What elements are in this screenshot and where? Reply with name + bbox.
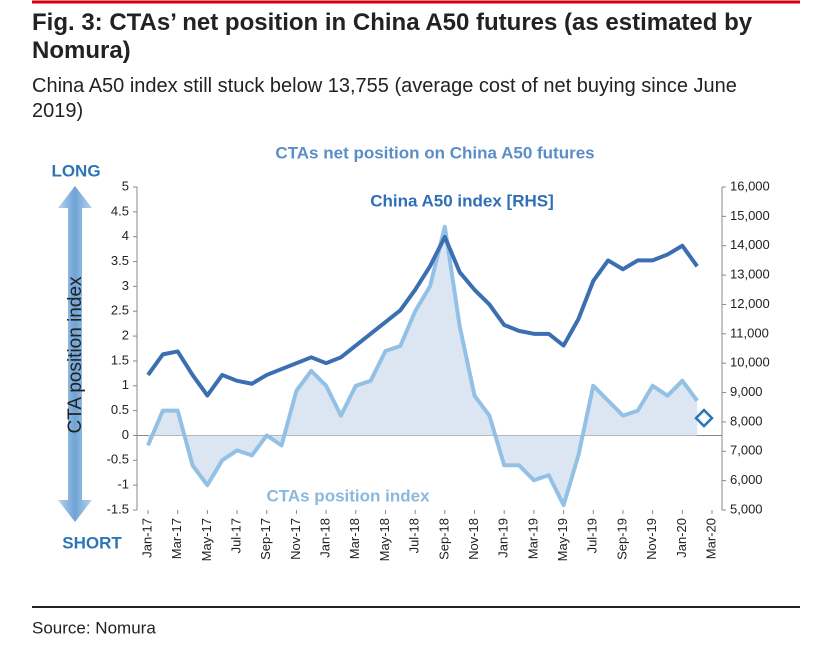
latest-marker (694, 408, 714, 428)
y-tick-label: -1.5 (107, 501, 129, 516)
subtitle: China A50 index still stuck below 13,755… (32, 75, 737, 97)
x-tick-label: Jan-19 (496, 518, 511, 558)
text-line: Fig. 3: CTAs’ net position in China A50 … (32, 9, 753, 36)
y-tick-label: 0 (122, 427, 129, 442)
text-line: 2019) (32, 100, 83, 122)
x-tick-label: Mar-20 (703, 518, 718, 559)
x-tick-label: Sep-18 (436, 518, 451, 560)
x-tick-label: Jan-17 (139, 518, 154, 558)
y-tick-label: 1.5 (111, 352, 129, 367)
chart-title: CTAs net position on China A50 futures (275, 143, 594, 162)
y-tick-label: 1 (122, 377, 129, 392)
y2-tick-label: 9,000 (730, 384, 763, 399)
x-tick-label: Sep-19 (614, 518, 629, 560)
series-label: China A50 index [RHS] (370, 191, 554, 210)
x-tick-label: May-18 (377, 518, 392, 561)
x-tick-label: Mar-19 (525, 518, 540, 559)
x-tick-label: Jul-17 (228, 518, 243, 553)
x-tick-label: Mar-17 (169, 518, 184, 559)
y-tick-label: 2.5 (111, 303, 129, 318)
x-tick-label: Jan-20 (674, 518, 689, 558)
long-short-arrow (58, 186, 92, 522)
y2-tick-label: 16,000 (730, 178, 770, 193)
title: Nomura) (32, 37, 131, 64)
y2-tick-label: 10,000 (730, 355, 770, 370)
series-line (146, 234, 699, 398)
y2-tick-label: 7,000 (730, 443, 763, 458)
y-tick-label: 0.5 (111, 402, 129, 417)
y2-tick-label: 14,000 (730, 237, 770, 252)
x-tick-label: Jul-19 (585, 518, 600, 553)
y2-tick-label: 5,000 (730, 501, 763, 516)
short-label: SHORT (62, 533, 122, 552)
x-tick-label: May-17 (199, 518, 214, 561)
x-tick-label: Nov-19 (644, 518, 659, 560)
y2-tick-label: 12,000 (730, 296, 770, 311)
subtitle: 2019) (32, 100, 83, 122)
series-line (146, 224, 699, 508)
y2-tick-label: 11,000 (730, 325, 769, 340)
y2-tick-label: 8,000 (730, 413, 763, 428)
area (148, 226, 698, 506)
y-tick-label: 3 (122, 278, 129, 293)
y2-tick-label: 15,000 (730, 208, 770, 223)
y-tick-label: 2 (122, 328, 129, 343)
title: Fig. 3: CTAs’ net position in China A50 … (32, 9, 753, 36)
x-tick-label: May-19 (555, 518, 570, 561)
text-line: China A50 index still stuck below 13,755… (32, 75, 737, 97)
x-tick-label: Jul-18 (407, 518, 422, 553)
y2-tick-label: 13,000 (730, 267, 770, 282)
y2-tick-label: 6,000 (730, 472, 763, 487)
x-tick-label: Nov-17 (288, 518, 303, 560)
y-tick-label: 4 (122, 228, 129, 243)
long-label: LONG (51, 161, 100, 180)
y-axis-label: CTA position index (65, 276, 86, 434)
x-tick-label: Sep-17 (258, 518, 273, 560)
series-label: CTAs position index (266, 486, 430, 505)
y-tick-label: 4.5 (111, 203, 129, 218)
text-line: Nomura) (32, 37, 131, 64)
y-tick-label: 5 (122, 178, 129, 193)
y-tick-label: -1 (117, 477, 129, 492)
x-tick-label: Nov-18 (466, 518, 481, 560)
x-tick-label: Jan-18 (318, 518, 333, 558)
y-tick-label: 3.5 (111, 253, 129, 268)
x-tick-label: Mar-18 (347, 518, 362, 559)
plot: -1.5 -1 -0.5 0 0.5 1 1.5 2 2.5 3 3.5 4 4.5 5 5,000 6,00… (107, 178, 770, 561)
y-tick-label: -0.5 (107, 452, 129, 467)
source: Source: Nomura (32, 618, 156, 637)
